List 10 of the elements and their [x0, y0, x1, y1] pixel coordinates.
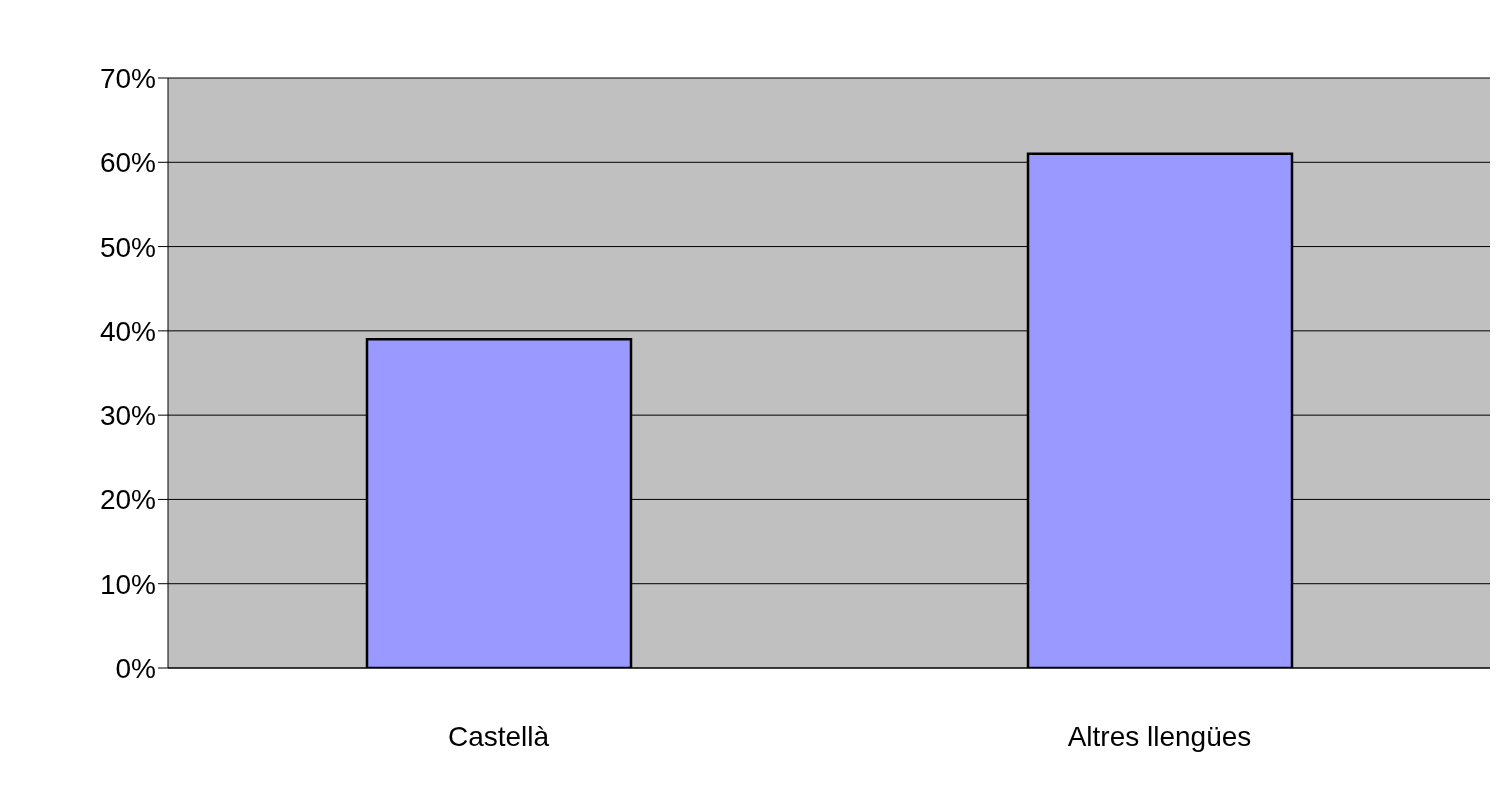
y-tick-label: 60%	[99, 147, 156, 179]
x-tick-label: Altres llengües	[1067, 720, 1252, 752]
x-tick-label: Castellà	[447, 720, 550, 752]
y-tick-label: 0%	[115, 652, 156, 684]
y-tick-label: 70%	[99, 62, 156, 94]
y-tick-label: 20%	[99, 484, 156, 516]
y-tick-label: 10%	[99, 568, 156, 600]
y-tick-label: 50%	[99, 231, 156, 263]
y-tick-label: 40%	[99, 315, 156, 347]
y-tick-label: 30%	[99, 400, 156, 432]
